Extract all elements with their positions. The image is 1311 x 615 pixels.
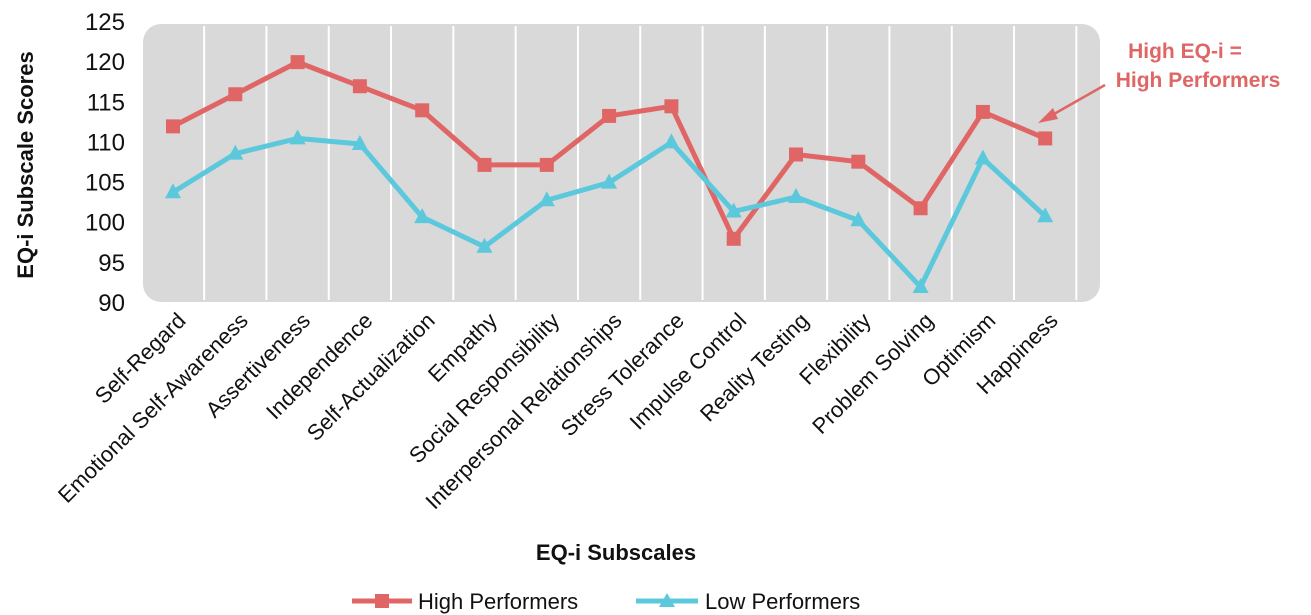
point-high-performers-problem-solving — [913, 201, 928, 216]
legend: High Performers Low Performers — [352, 589, 860, 614]
point-low-performers-self-regard — [165, 183, 181, 199]
point-high-performers-social-responsibility — [539, 157, 554, 172]
point-low-performers-impulse-control — [725, 202, 742, 218]
legend-marker-high — [375, 594, 389, 608]
point-low-performers-assertiveness — [289, 129, 306, 145]
y-tick-label: 100 — [85, 210, 125, 237]
point-high-performers-emotional-self-awareness — [228, 87, 243, 102]
point-low-performers-emotional-self-awareness — [227, 144, 244, 160]
point-low-performers-interpersonal-relationships — [601, 173, 618, 189]
point-high-performers-self-regard — [166, 119, 180, 134]
y-tick-label: 95 — [98, 250, 125, 277]
point-low-performers-reality-testing — [788, 188, 804, 204]
legend-label-low: Low Performers — [705, 589, 860, 614]
y-tick-label: 105 — [85, 170, 125, 197]
y-tick-label: 110 — [87, 129, 125, 156]
point-low-performers-flexibility — [850, 211, 867, 227]
point-high-performers-assertiveness — [290, 55, 305, 70]
point-low-performers-problem-solving — [912, 277, 929, 293]
point-high-performers-stress-tolerance — [664, 99, 679, 114]
x-tick-independence: Independence — [261, 308, 377, 424]
point-high-performers-optimism — [975, 104, 990, 119]
legend-marker-low — [659, 593, 675, 607]
point-low-performers-self-actualization — [414, 208, 431, 224]
x-axis-title: EQ-i Subscales — [536, 540, 696, 565]
point-high-performers-reality-testing — [789, 147, 803, 162]
point-low-performers-social-responsibility — [538, 191, 555, 207]
y-axis-title: EQ-i Subscale Scores — [13, 51, 38, 278]
point-high-performers-empathy — [477, 157, 492, 172]
point-low-performers-empathy — [476, 237, 493, 253]
y-tick-labels: 90 95 100 105 110 115 120 125 — [85, 9, 125, 317]
point-low-performers-stress-tolerance — [663, 133, 680, 149]
x-tick-reality-testing: Reality Testing — [695, 308, 814, 427]
annotation-arrow-shaft — [1046, 83, 1106, 120]
point-low-performers-optimism — [974, 149, 991, 165]
annotation-line-1: High EQ-i = — [1128, 40, 1242, 63]
point-high-performers-independence — [352, 79, 367, 94]
annotation-arrowhead — [1038, 108, 1058, 123]
annotation-line-2: High Performers — [1116, 69, 1281, 92]
legend-label-high: High Performers — [418, 589, 578, 614]
y-tick-label: 120 — [85, 49, 125, 76]
annotation: High EQ-i = High Performers — [1038, 40, 1280, 123]
point-low-performers-happiness — [1037, 207, 1054, 223]
point-high-performers-flexibility — [851, 154, 866, 169]
y-tick-label: 125 — [85, 9, 125, 36]
y-tick-label: 90 — [98, 290, 125, 317]
y-tick-label: 115 — [87, 89, 125, 116]
series-layer — [165, 55, 1054, 293]
point-low-performers-independence — [351, 135, 368, 151]
point-high-performers-impulse-control — [726, 231, 741, 246]
point-high-performers-happiness — [1038, 131, 1053, 146]
point-high-performers-interpersonal-relationships — [602, 108, 617, 123]
point-high-performers-self-actualization — [415, 103, 430, 118]
